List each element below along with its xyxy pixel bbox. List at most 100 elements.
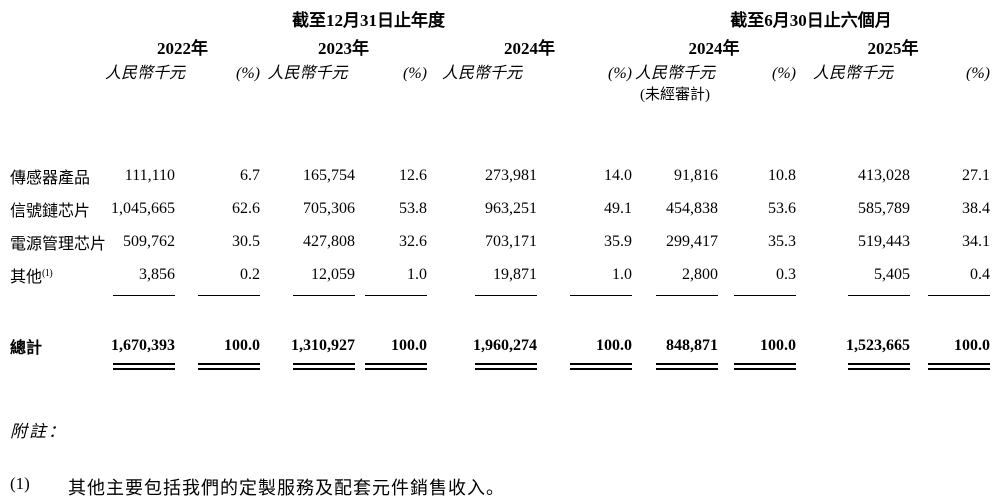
revenue-breakdown-table: 截至12月31日止年度 截至6月30日止六個月 2022年 2023年 2024… [10, 6, 990, 377]
cell-value: 585,789 [858, 199, 910, 217]
table-row-power-management-chips: 電源管理芯片 509,762 30.5 427,808 32.6 703,171… [10, 225, 990, 258]
single-rule [928, 295, 990, 296]
cell-value: 413,028 [858, 166, 910, 184]
total-value: 1,960,274 [473, 337, 537, 354]
footnote-marker: (1) [42, 267, 53, 279]
percent-header: (%) [236, 65, 260, 82]
total-rule-row [10, 361, 990, 377]
cell-value: 509,762 [123, 232, 175, 250]
double-rule [475, 363, 537, 370]
double-rule [848, 363, 910, 370]
cell-value: 427,808 [303, 232, 355, 250]
currency-header: 人民幣千元 [812, 65, 893, 82]
table-row-signal-chain-chips: 信號鏈芯片 1,045,665 62.6 705,306 53.8 963,25… [10, 192, 990, 225]
cell-value: 5,405 [874, 265, 910, 283]
cell-value: 35.3 [768, 232, 796, 250]
cell-value: 34.1 [962, 232, 990, 250]
percent-header: (%) [608, 65, 632, 82]
cell-value: 30.5 [232, 232, 260, 250]
row-label: 電源管理芯片 [10, 235, 107, 253]
cell-value: 53.6 [768, 199, 796, 217]
year-header-2025: 2025年 [867, 39, 919, 58]
cell-value: 519,443 [858, 232, 910, 250]
double-rule [734, 363, 796, 370]
table-row-total: 總計 1,670,393 100.0 1,310,927 100.0 1,960… [10, 331, 990, 361]
double-rule [570, 363, 632, 370]
subtotal-rule-row [10, 291, 990, 305]
single-rule [113, 295, 175, 296]
cell-value: 49.1 [604, 199, 632, 217]
total-value: 848,871 [666, 337, 718, 354]
single-rule [848, 295, 910, 296]
double-rule [198, 363, 260, 370]
cell-value: 299,417 [666, 232, 718, 250]
single-rule [475, 295, 537, 296]
cell-value: 0.2 [240, 265, 260, 283]
cell-value: 12.6 [399, 166, 427, 184]
year-header-row: 2022年 2023年 2024年 2024年 2025年 [10, 31, 990, 59]
year-header-2022: 2022年 [157, 39, 208, 58]
table-row-others: 其他(1) 3,856 0.2 12,059 1.0 19,871 1.0 2,… [10, 258, 990, 291]
single-rule [293, 295, 355, 296]
double-rule [365, 363, 427, 370]
double-rule [293, 363, 355, 370]
single-rule [570, 295, 632, 296]
note-text: 其他主要包括我們的定製服務及配套元件銷售收入。 [68, 478, 505, 498]
period-header-annual: 截至12月31日止年度 [292, 11, 445, 30]
cell-value: 165,754 [303, 166, 355, 184]
total-label: 總計 [10, 340, 43, 357]
cell-value: 2,800 [682, 265, 718, 283]
cell-value: 62.6 [232, 199, 260, 217]
unaudited-row: (未經審計) [10, 83, 990, 105]
currency-header: 人民幣千元 [441, 65, 522, 82]
cell-value: 6.7 [240, 166, 260, 184]
cell-value: 1.0 [407, 265, 427, 283]
cell-value: 111,110 [124, 166, 175, 184]
total-value: 100.0 [224, 337, 260, 354]
cell-value: 1,045,665 [111, 199, 175, 217]
cell-value: 53.8 [399, 199, 427, 217]
single-rule [198, 295, 260, 296]
single-rule [365, 295, 427, 296]
single-rule [656, 295, 718, 296]
cell-value: 454,838 [666, 199, 718, 217]
row-label: 信號鏈芯片 [10, 202, 91, 220]
cell-value: 32.6 [399, 232, 427, 250]
double-rule [928, 363, 990, 370]
year-header-2024-interim: 2024年 [688, 39, 740, 58]
cell-value: 91,816 [674, 166, 718, 184]
total-value: 100.0 [596, 337, 632, 354]
pre-total-spacer [10, 305, 990, 331]
percent-header: (%) [966, 65, 990, 82]
cell-value: 38.4 [962, 199, 990, 217]
note-marker: (1) [10, 474, 30, 493]
total-value: 1,310,927 [291, 337, 355, 354]
header-body-spacer [10, 105, 990, 159]
cell-value: 273,981 [485, 166, 537, 184]
total-value: 100.0 [391, 337, 427, 354]
double-rule [113, 363, 175, 370]
cell-value: 963,251 [485, 199, 537, 217]
cell-value: 703,171 [485, 232, 537, 250]
single-rule [734, 295, 796, 296]
note-item: (1) 其他主要包括我們的定製服務及配套元件銷售收入。 [10, 474, 990, 500]
currency-header: 人民幣千元 [634, 65, 715, 82]
unaudited-label: (未經審計) [640, 87, 710, 103]
notes-section: 附註： (1) 其他主要包括我們的定製服務及配套元件銷售收入。 [10, 417, 990, 500]
cell-value: 0.3 [776, 265, 796, 283]
year-header-2024: 2024年 [504, 39, 555, 58]
currency-header: 人民幣千元 [267, 65, 348, 82]
notes-heading: 附註： [10, 422, 67, 441]
year-header-2023: 2023年 [318, 39, 369, 58]
period-header-interim: 截至6月30日止六個月 [730, 11, 892, 30]
period-header-row: 截至12月31日止年度 截至6月30日止六個月 [10, 6, 990, 31]
cell-value: 14.0 [604, 166, 632, 184]
total-value: 1,523,665 [846, 337, 910, 354]
currency-header: 人民幣千元 [105, 65, 186, 82]
table-row-sensor-products: 傳感器產品 111,110 6.7 165,754 12.6 273,981 1… [10, 159, 990, 192]
percent-header: (%) [772, 65, 796, 82]
cell-value: 35.9 [604, 232, 632, 250]
column-header-row: 人民幣千元 (%) 人民幣千元 (%) 人民幣千元 (%) 人民幣千元 (%) … [10, 59, 990, 83]
cell-value: 1.0 [612, 265, 632, 283]
